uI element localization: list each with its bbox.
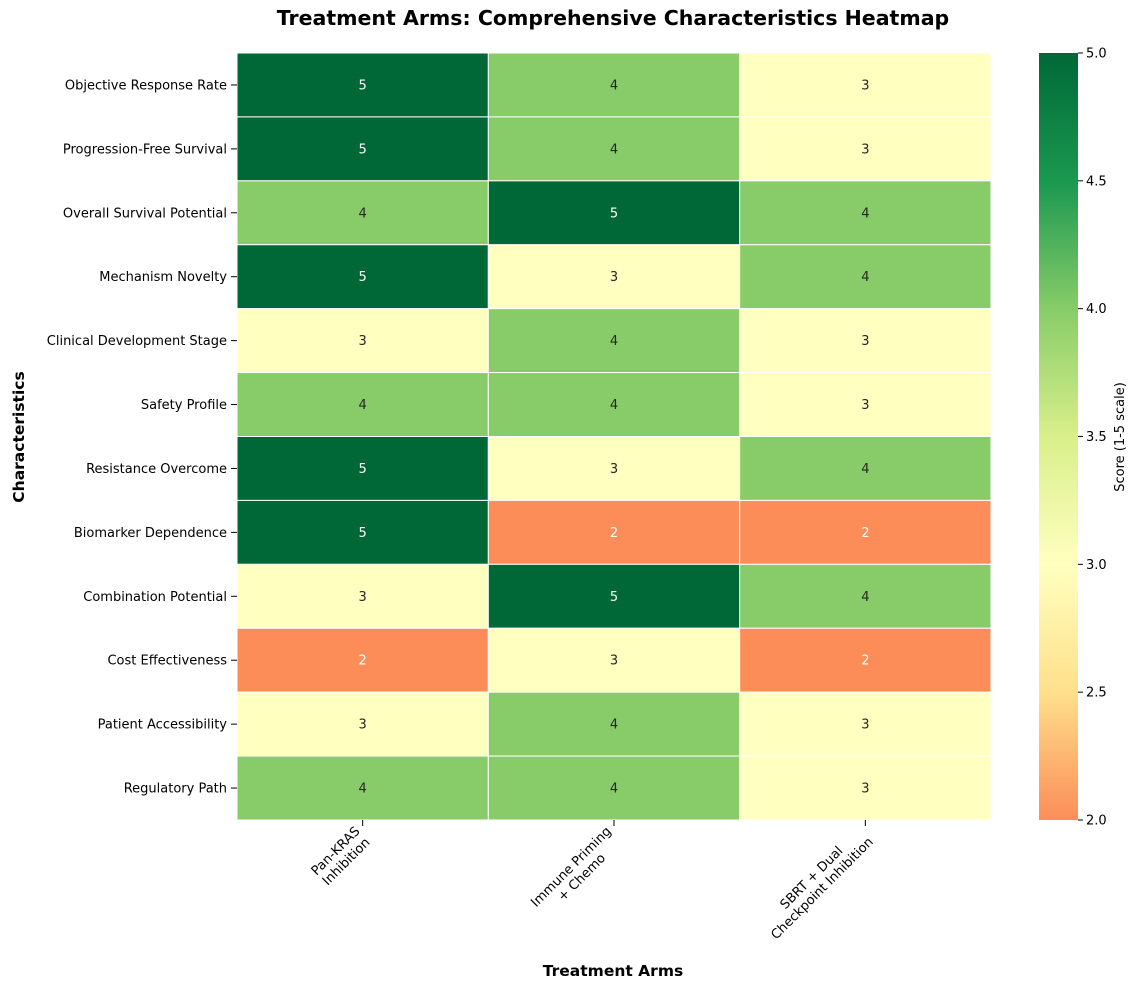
chart-title: Treatment Arms: Comprehensive Characteri… xyxy=(277,6,949,30)
heatmap-cell xyxy=(739,436,992,501)
heatmap-cell xyxy=(739,308,992,374)
heatmap-cell xyxy=(739,563,992,629)
heatmap-cell xyxy=(236,436,489,501)
heatmap-cell xyxy=(739,755,992,821)
colorbar-tick-label: 3.5 xyxy=(1086,430,1107,445)
heatmap-cell xyxy=(739,627,992,693)
row-label: Combination Potential xyxy=(83,590,227,605)
colorbar-tick-label: 4.5 xyxy=(1086,174,1107,189)
row-label: Mechanism Novelty xyxy=(99,270,227,285)
cell-value-label: 5 xyxy=(359,526,367,541)
colorbar: 2.0 2.5 3.0 3.5 4.0 4.5 5.0 Score (1-5 scale) xyxy=(1039,47,1128,829)
heatmap-cell xyxy=(236,308,489,374)
x-axis-title: Treatment Arms xyxy=(543,962,683,980)
colorbar-gradient xyxy=(1039,53,1078,820)
colorbar-label: Score (1-5 scale) xyxy=(1113,382,1128,492)
heatmap-cell xyxy=(739,52,992,118)
cell-value-label: 3 xyxy=(861,78,869,93)
cell-value-label: 3 xyxy=(610,462,618,477)
cell-value-label: 2 xyxy=(610,526,618,541)
cell-value-label: 3 xyxy=(359,334,367,349)
heatmap-cell xyxy=(739,116,992,182)
cell-value-label: 3 xyxy=(861,398,869,413)
colorbar-tick-label: 5.0 xyxy=(1086,47,1107,62)
cell-value-label: 4 xyxy=(861,462,869,477)
row-label: Safety Profile xyxy=(141,398,227,413)
cell-value-label: 5 xyxy=(359,78,367,93)
row-label: Progression-Free Survival xyxy=(63,142,227,157)
cell-value-label: 3 xyxy=(610,270,618,285)
cell-value-label: 4 xyxy=(610,334,618,349)
cell-value-label: 3 xyxy=(861,782,869,797)
heatmap-cell xyxy=(487,499,741,565)
column-label: Immune Priming+ Chemo xyxy=(528,824,614,910)
cell-value-label: 4 xyxy=(861,206,869,221)
heatmap-cell xyxy=(739,691,992,757)
colorbar-tick-label: 2.5 xyxy=(1086,686,1107,701)
row-label: Biomarker Dependence xyxy=(74,526,227,541)
colorbar-tick-label: 2.0 xyxy=(1086,814,1107,829)
heatmap-cell xyxy=(487,755,741,821)
cell-value-label: 2 xyxy=(359,654,367,669)
row-label: Overall Survival Potential xyxy=(63,206,227,221)
cell-value-label: 4 xyxy=(610,78,618,93)
row-label: Clinical Development Stage xyxy=(47,334,227,349)
cell-value-label: 5 xyxy=(610,206,618,221)
row-label: Objective Response Rate xyxy=(65,78,227,93)
cell-value-label: 4 xyxy=(610,782,618,797)
cell-value-label: 2 xyxy=(861,654,869,669)
colorbar-tick-label: 3.0 xyxy=(1086,558,1107,573)
heatmap-cell xyxy=(487,116,741,182)
cell-value-label: 5 xyxy=(359,270,367,285)
column-label-line: Checkpoint Inhibition xyxy=(768,835,876,943)
cell-value-label: 4 xyxy=(861,590,869,605)
colorbar-tick-label: 4.0 xyxy=(1086,302,1107,317)
heatmap-cell xyxy=(236,627,489,693)
heatmap-cell xyxy=(487,436,741,501)
heatmap-cell xyxy=(236,244,489,310)
heatmap-cells: 5 4 3 5 4 3 4 5 4 5 3 4 3 4 3 4 4 3 5 3 4 5 2 2 3 5 4 2 3 2 3 4 3 4 4 3 xyxy=(236,52,992,821)
heatmap-cell xyxy=(487,180,741,246)
cell-value-label: 5 xyxy=(359,142,367,157)
cell-value-label: 3 xyxy=(610,654,618,669)
cell-value-label: 4 xyxy=(359,782,367,797)
heatmap-cell xyxy=(236,52,489,118)
colorbar-ticks: 2.0 2.5 3.0 3.5 4.0 4.5 5.0 xyxy=(1078,47,1107,829)
cell-value-label: 3 xyxy=(861,334,869,349)
heatmap-cell xyxy=(739,372,992,438)
heatmap-cell xyxy=(236,116,489,182)
cell-value-label: 4 xyxy=(610,718,618,733)
heatmap-cell xyxy=(236,691,489,757)
cell-value-label: 4 xyxy=(359,398,367,413)
cell-value-label: 4 xyxy=(610,142,618,157)
cell-value-label: 3 xyxy=(861,142,869,157)
cell-value-label: 3 xyxy=(861,718,869,733)
heatmap-cell xyxy=(739,244,992,310)
cell-value-label: 5 xyxy=(610,590,618,605)
row-label: Resistance Overcome xyxy=(86,462,227,477)
cell-value-label: 3 xyxy=(359,718,367,733)
heatmap-cell xyxy=(236,499,489,565)
heatmap-cell xyxy=(739,499,992,565)
row-tick-labels: Objective Response Rate Progression-Free … xyxy=(47,78,237,797)
row-label: Regulatory Path xyxy=(124,782,227,797)
row-label: Patient Accessibility xyxy=(98,718,228,733)
heatmap-cell xyxy=(487,308,741,374)
cell-value-label: 4 xyxy=(610,398,618,413)
cell-value-label: 4 xyxy=(359,206,367,221)
cell-value-label: 2 xyxy=(861,526,869,541)
cell-value-label: 4 xyxy=(861,270,869,285)
heatmap-cell xyxy=(236,563,489,629)
row-label: Cost Effectiveness xyxy=(107,654,227,669)
y-axis-title: Characteristics xyxy=(10,371,28,502)
heatmap-cell xyxy=(487,52,741,118)
heatmap-cell xyxy=(487,627,741,693)
cell-value-label: 3 xyxy=(359,590,367,605)
cell-value-label: 5 xyxy=(359,462,367,477)
heatmap-cell xyxy=(487,372,741,438)
